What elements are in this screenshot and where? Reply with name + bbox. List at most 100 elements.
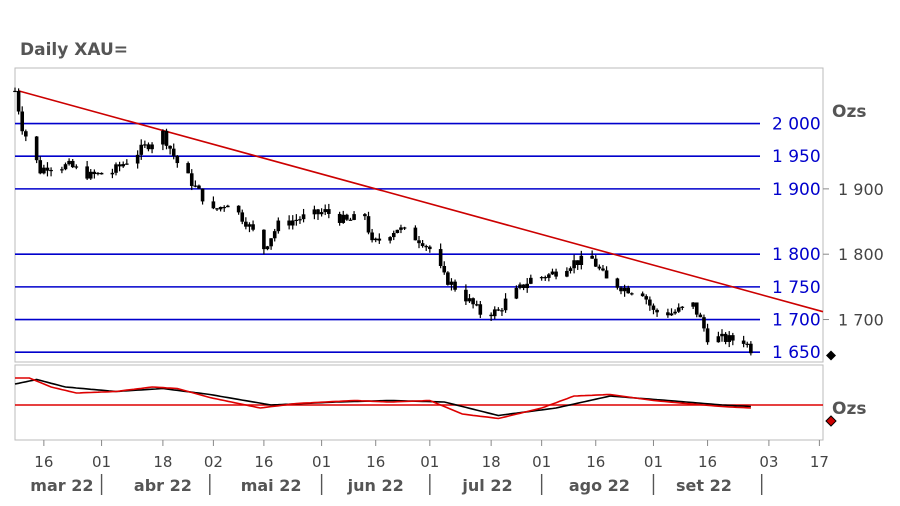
candle-body bbox=[705, 328, 710, 343]
candle bbox=[420, 240, 425, 248]
candle-body bbox=[565, 270, 569, 277]
candle bbox=[345, 213, 349, 221]
candle bbox=[175, 155, 180, 168]
candle-body bbox=[125, 163, 129, 165]
candle bbox=[395, 229, 400, 234]
candle-body bbox=[640, 293, 645, 297]
candle bbox=[525, 278, 530, 293]
candle-body bbox=[741, 340, 746, 344]
candle-body bbox=[723, 333, 728, 342]
candle-body bbox=[117, 164, 122, 167]
candle-body bbox=[24, 131, 28, 137]
candle-body bbox=[676, 307, 681, 312]
trendline bbox=[18, 90, 824, 313]
candle bbox=[117, 161, 122, 172]
candle-body bbox=[720, 333, 724, 337]
candle bbox=[676, 303, 681, 313]
candle bbox=[575, 260, 580, 270]
candle-body bbox=[399, 227, 403, 230]
candle-body bbox=[539, 277, 544, 279]
candle bbox=[514, 285, 519, 300]
candle-body bbox=[716, 336, 721, 343]
candle-body bbox=[604, 270, 609, 279]
candle bbox=[197, 184, 201, 189]
x-tick-label-11: 01 bbox=[644, 453, 663, 471]
candle-body bbox=[478, 304, 483, 315]
candle bbox=[240, 209, 245, 225]
candle bbox=[702, 314, 706, 332]
candle bbox=[723, 332, 728, 345]
candle bbox=[16, 88, 21, 115]
candle bbox=[218, 206, 223, 212]
candle-body bbox=[474, 304, 479, 306]
candle bbox=[290, 215, 295, 230]
month-label-5: ago 22 bbox=[569, 476, 630, 495]
candle-body bbox=[579, 255, 584, 265]
candle bbox=[474, 300, 479, 307]
candle bbox=[276, 217, 281, 234]
candle bbox=[13, 87, 17, 93]
candle bbox=[518, 282, 522, 290]
candle bbox=[590, 250, 594, 259]
candle-body bbox=[193, 185, 198, 187]
candle-body bbox=[648, 299, 652, 306]
candle-body bbox=[593, 258, 598, 267]
month-label-2: mai 22 bbox=[241, 476, 302, 495]
candle-body bbox=[352, 214, 356, 220]
candle-body bbox=[525, 283, 530, 289]
candle-body bbox=[16, 90, 21, 112]
candle bbox=[42, 164, 46, 175]
candle-body bbox=[200, 188, 205, 202]
candle-body bbox=[341, 214, 346, 223]
candle-body bbox=[727, 335, 732, 342]
candle-body bbox=[413, 227, 418, 241]
candle bbox=[34, 136, 39, 164]
candle-body bbox=[49, 169, 53, 172]
oscillator-slow-line bbox=[14, 378, 751, 417]
candle bbox=[298, 216, 302, 224]
candle-body bbox=[442, 265, 447, 273]
candle bbox=[413, 225, 418, 241]
right-axis: 1 900 1 800 1 700 bbox=[823, 180, 884, 361]
candle bbox=[626, 285, 631, 294]
candle-body bbox=[622, 287, 627, 292]
candle bbox=[550, 268, 555, 275]
candle-body bbox=[619, 287, 623, 292]
candle bbox=[622, 284, 627, 297]
candle-body bbox=[615, 278, 620, 288]
candle bbox=[749, 341, 753, 356]
last-value-marker bbox=[826, 350, 836, 361]
candle-body bbox=[568, 268, 573, 271]
candle-body bbox=[337, 213, 342, 223]
candle-body bbox=[391, 233, 396, 238]
price-panel-frame bbox=[14, 67, 824, 363]
candle bbox=[74, 164, 79, 170]
candle bbox=[492, 306, 497, 320]
candle-body bbox=[446, 272, 450, 285]
candle bbox=[417, 236, 421, 249]
candle bbox=[529, 274, 533, 285]
right-tick-label-1: 1 800 bbox=[838, 245, 884, 264]
candle bbox=[63, 162, 68, 171]
candle bbox=[547, 273, 551, 282]
candle bbox=[478, 300, 483, 319]
candle bbox=[247, 222, 252, 233]
candle bbox=[168, 145, 172, 155]
candle bbox=[630, 292, 634, 296]
candle-body bbox=[370, 232, 374, 241]
candle-body bbox=[45, 167, 50, 171]
candle bbox=[24, 129, 28, 142]
candle bbox=[92, 169, 97, 179]
candle bbox=[388, 236, 392, 244]
candle-body bbox=[42, 167, 46, 174]
candle bbox=[143, 140, 147, 149]
candle bbox=[150, 142, 154, 154]
candle-body bbox=[438, 249, 443, 266]
candle bbox=[222, 205, 227, 212]
candle bbox=[60, 166, 64, 174]
candle bbox=[648, 296, 652, 311]
candle bbox=[640, 291, 645, 297]
x-tick-label-14: 17 bbox=[810, 453, 829, 471]
candle-body bbox=[290, 220, 295, 226]
x-tick-label-5: 01 bbox=[312, 453, 331, 471]
